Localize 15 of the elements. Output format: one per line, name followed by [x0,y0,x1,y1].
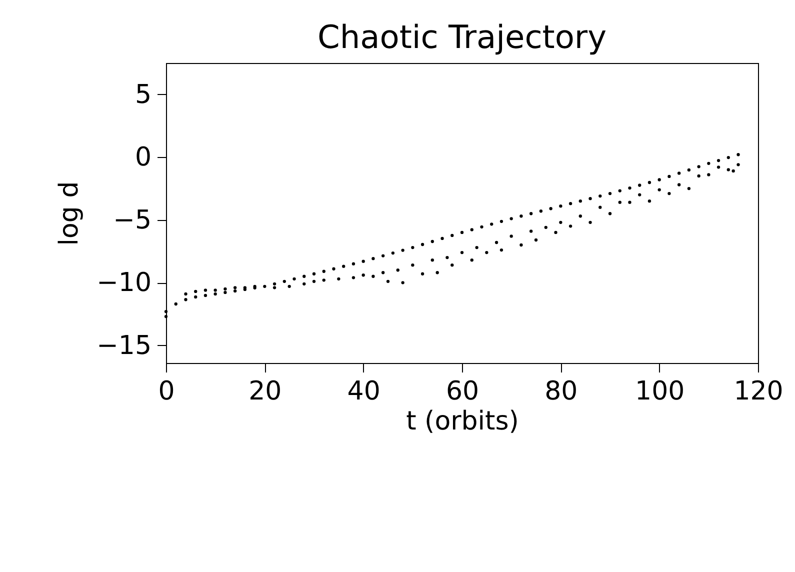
x-tick-label: 60 [446,376,480,406]
chart-title: Chaotic Trajectory [317,18,607,56]
x-tick-label: 120 [734,376,784,406]
x-tick-label: 80 [544,376,578,406]
x-tick-label: 20 [248,376,282,406]
y-tick-label: −5 [113,205,152,236]
x-axis-title: t (orbits) [406,406,519,436]
y-axis-title: log d [54,181,85,246]
x-tick-label: 100 [635,376,685,406]
x-tick-label: 0 [158,376,175,406]
x-tick-label: 40 [347,376,380,406]
y-tick-label: −15 [96,330,152,361]
y-tick-label: 0 [134,142,152,173]
y-tick-label: −10 [96,268,152,298]
y-tick-label: 5 [134,80,152,110]
